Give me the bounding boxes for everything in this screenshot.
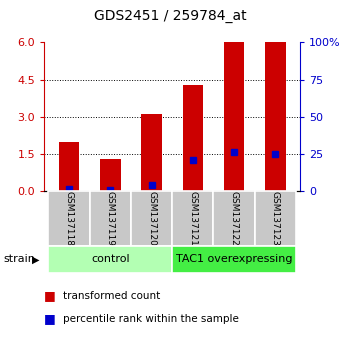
- Text: GSM137122: GSM137122: [229, 191, 239, 246]
- Bar: [100, 159, 121, 191]
- Text: percentile rank within the sample: percentile rank within the sample: [63, 314, 239, 324]
- Bar: [48, 191, 90, 246]
- Text: ■: ■: [44, 289, 56, 302]
- Bar: [265, 42, 286, 191]
- Bar: [172, 246, 296, 273]
- Bar: [172, 191, 213, 246]
- Text: strain: strain: [3, 254, 35, 264]
- Text: GSM137120: GSM137120: [147, 191, 156, 246]
- Text: GSM137119: GSM137119: [106, 191, 115, 246]
- Text: control: control: [91, 254, 130, 264]
- Text: ▶: ▶: [32, 254, 39, 264]
- Bar: [255, 191, 296, 246]
- Bar: [182, 85, 203, 191]
- Text: GDS2451 / 259784_at: GDS2451 / 259784_at: [94, 9, 247, 23]
- Bar: [48, 246, 172, 273]
- Text: TAC1 overexpressing: TAC1 overexpressing: [176, 254, 292, 264]
- Bar: [131, 191, 172, 246]
- Bar: [213, 191, 255, 246]
- Bar: [59, 142, 79, 191]
- Bar: [141, 114, 162, 191]
- Text: ■: ■: [44, 312, 56, 325]
- Bar: [224, 42, 244, 191]
- Bar: [90, 191, 131, 246]
- Text: GSM137121: GSM137121: [188, 191, 197, 246]
- Text: GSM137123: GSM137123: [271, 191, 280, 246]
- Text: transformed count: transformed count: [63, 291, 160, 301]
- Text: GSM137118: GSM137118: [64, 191, 74, 246]
